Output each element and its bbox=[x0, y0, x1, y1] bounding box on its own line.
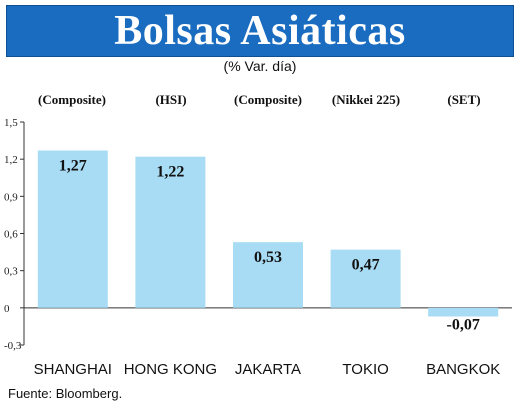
category-label: JAKARTA bbox=[235, 361, 301, 378]
bar-jakarta bbox=[233, 242, 303, 308]
bar-bangkok bbox=[428, 307, 499, 317]
y-tick-label: -0,3 bbox=[4, 340, 22, 352]
data-label: 0,47 bbox=[352, 257, 380, 274]
y-tick-label: 0,9 bbox=[4, 191, 18, 203]
index-note-bangkok: (SET) bbox=[447, 92, 481, 107]
index-note-jakarta: (Composite) bbox=[234, 92, 302, 107]
bar-hong-kong bbox=[135, 156, 206, 308]
y-tick-label: 1,2 bbox=[4, 154, 18, 166]
y-tick-label: 1,5 bbox=[4, 117, 18, 129]
source-note: Fuente: Bloomberg. bbox=[8, 386, 123, 401]
y-tick-label: 0,6 bbox=[4, 229, 18, 241]
data-label: 1,27 bbox=[59, 157, 87, 174]
data-label: 0,53 bbox=[254, 249, 282, 266]
chart-subtitle: (% Var. día) bbox=[223, 58, 297, 74]
y-tick-label: 0,3 bbox=[4, 266, 18, 278]
chart-title: Bolsas Asiáticas bbox=[114, 8, 406, 54]
category-label: TOKIO bbox=[342, 361, 388, 378]
index-note-tokio: (Nikkei 225) bbox=[331, 92, 401, 107]
data-label: 1,22 bbox=[156, 164, 184, 181]
bar-shanghai bbox=[37, 150, 108, 308]
category-label: HONG KONG bbox=[124, 361, 217, 378]
title-banner: Bolsas Asiáticas bbox=[6, 5, 514, 57]
y-tick-label: 0 bbox=[4, 303, 10, 315]
index-note-shanghai: (Composite) bbox=[38, 92, 106, 107]
data-label: -0,07 bbox=[447, 317, 480, 334]
index-note-hong-kong: (HSI) bbox=[155, 92, 187, 107]
category-label: SHANGHAI bbox=[34, 361, 112, 378]
bar-tokio bbox=[330, 249, 401, 308]
category-label: BANGKOK bbox=[426, 361, 500, 378]
